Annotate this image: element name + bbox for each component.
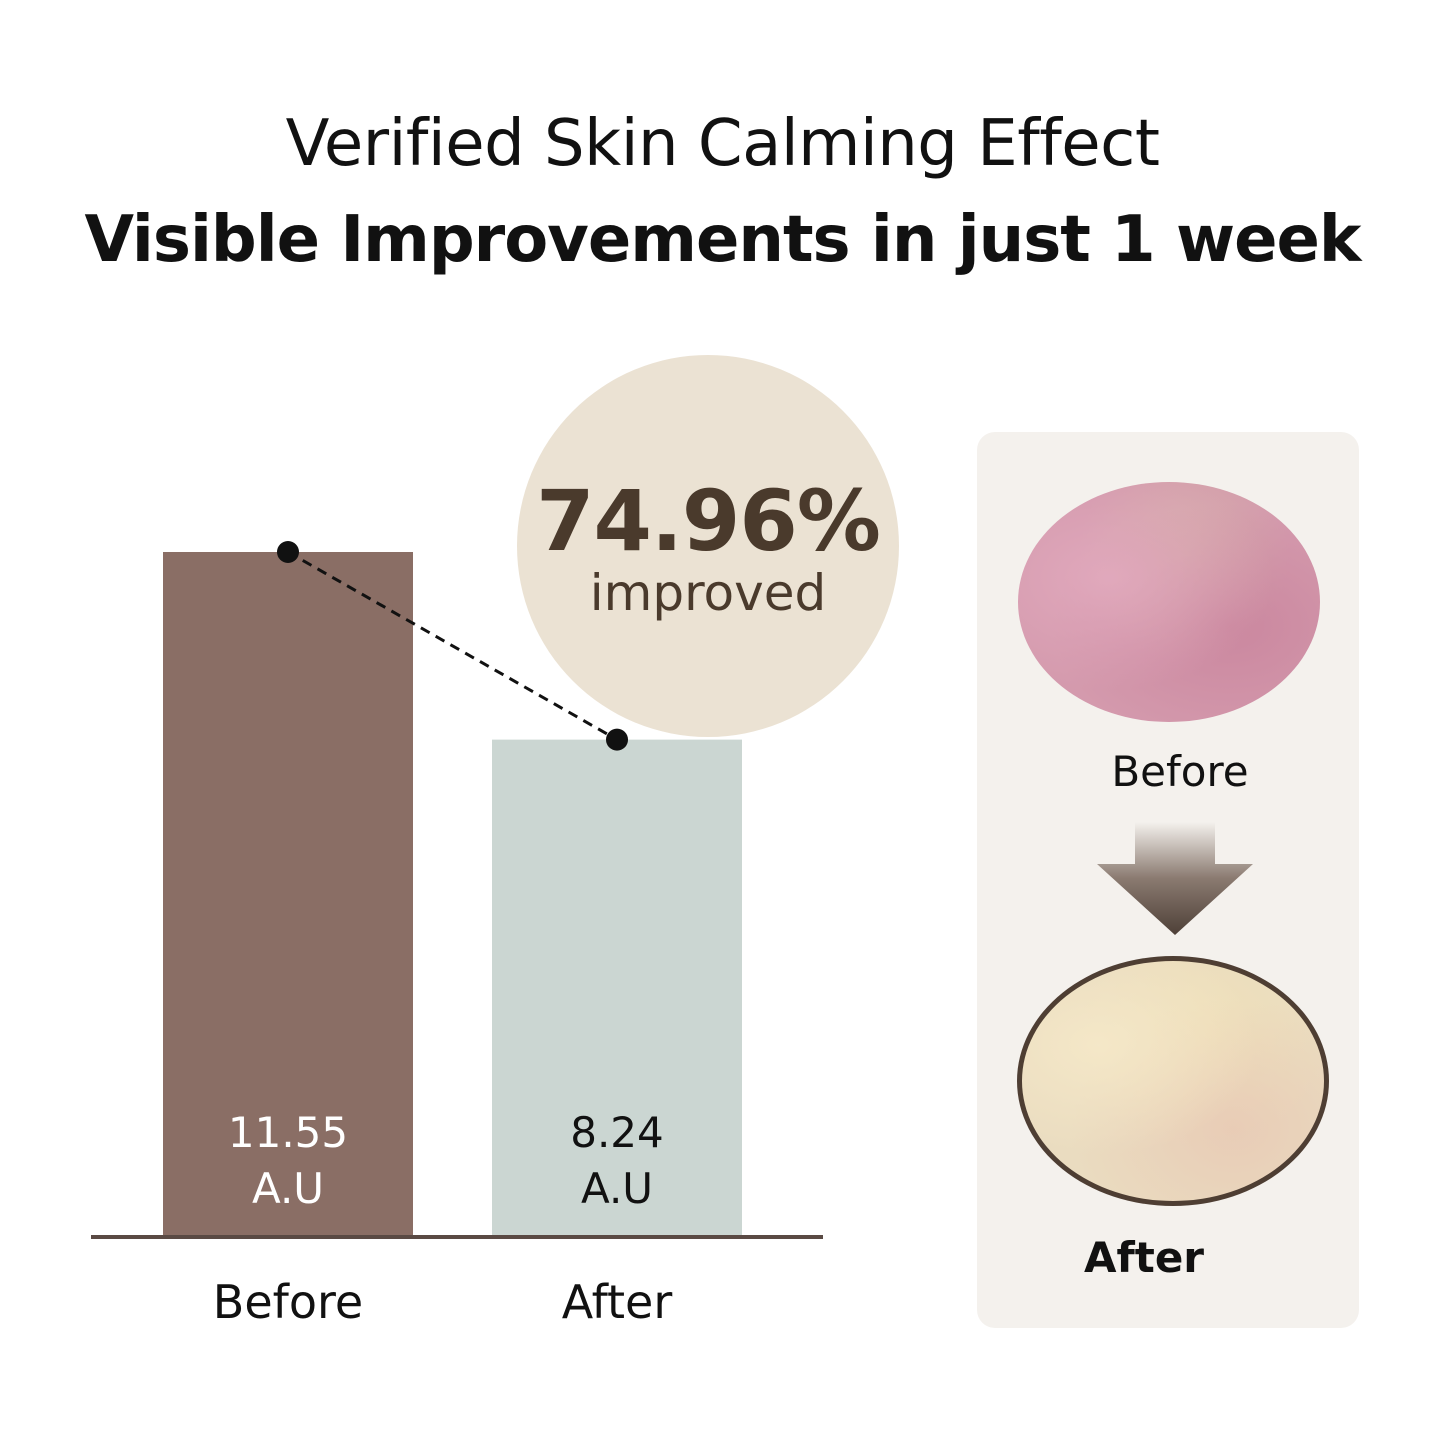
trend-connector-line <box>287 550 618 741</box>
bar-after <box>492 739 742 1236</box>
category-label-after: After <box>561 1275 673 1329</box>
bar-value-before: 11.55 A.U <box>163 1105 413 1217</box>
after-skin-swatch <box>1017 956 1329 1206</box>
title-line-2: Visible Improvements in just 1 week <box>84 203 1362 277</box>
trend-dot-before <box>277 541 299 563</box>
category-label-before: Before <box>212 1275 364 1329</box>
bar-value-after-number: 8.24 <box>570 1108 664 1157</box>
bar-value-before-unit: A.U <box>251 1164 325 1213</box>
trend-dot-after <box>606 728 628 751</box>
comparison-panel: Before After <box>977 432 1359 1328</box>
bar-value-after-unit: A.U <box>580 1164 654 1213</box>
bar-value-before-number: 11.55 <box>227 1108 349 1157</box>
bar-value-after: 8.24 A.U <box>492 1105 742 1217</box>
after-label: After <box>1083 1233 1205 1282</box>
bar-before <box>163 552 413 1236</box>
title-line-1: Verified Skin Calming Effect <box>285 107 1160 181</box>
improvement-percent: 74.96% <box>536 472 881 570</box>
before-label: Before <box>1111 747 1249 796</box>
improvement-label: improved <box>589 564 827 622</box>
before-skin-swatch <box>1018 482 1320 722</box>
down-arrow-icon <box>1097 822 1253 935</box>
improvement-badge: 74.96% improved <box>517 355 899 737</box>
